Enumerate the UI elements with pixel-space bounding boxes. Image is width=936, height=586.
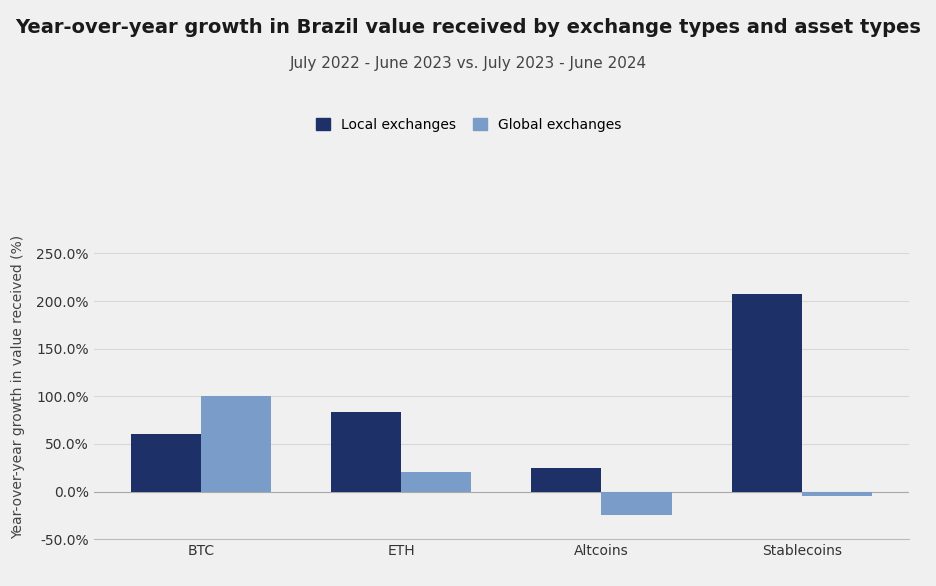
Bar <box>131 434 200 492</box>
Text: Year-over-year growth in Brazil value received by exchange types and asset types: Year-over-year growth in Brazil value re… <box>16 18 920 36</box>
Bar <box>801 492 870 496</box>
Bar <box>200 396 271 492</box>
Y-axis label: Year-over-year growth in value received (%): Year-over-year growth in value received … <box>11 235 25 539</box>
Bar <box>330 413 401 492</box>
Bar <box>531 468 601 492</box>
Bar <box>731 294 801 492</box>
Legend: Local exchanges, Global exchanges: Local exchanges, Global exchanges <box>310 113 626 138</box>
Text: July 2022 - June 2023 vs. July 2023 - June 2024: July 2022 - June 2023 vs. July 2023 - Ju… <box>289 56 647 71</box>
Bar <box>601 492 671 515</box>
Bar <box>401 472 471 492</box>
